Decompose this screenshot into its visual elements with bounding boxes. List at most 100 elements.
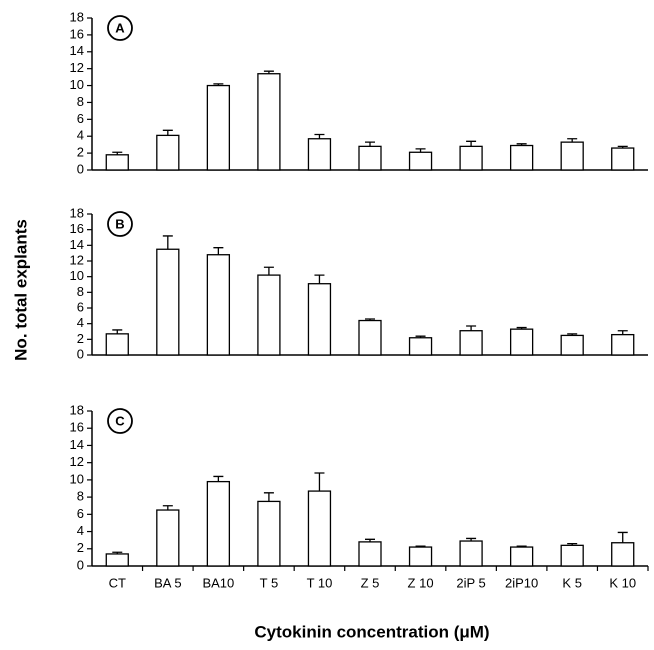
y-tick-label: 6	[77, 299, 84, 314]
panel-label: B	[115, 216, 124, 231]
bar	[509, 328, 534, 356]
x-tick-label: BA10	[202, 575, 234, 590]
y-tick-label: 12	[70, 454, 84, 469]
error-bar	[263, 266, 274, 276]
bar	[206, 254, 231, 356]
error-bar	[415, 335, 426, 338]
x-tick-label: K 5	[562, 575, 582, 590]
x-tick-label: CT	[109, 575, 126, 590]
x-tick-label: Z 5	[361, 575, 380, 590]
bar	[509, 144, 534, 171]
error-bar	[617, 531, 628, 543]
bar	[105, 553, 129, 567]
bar	[408, 546, 433, 567]
x-tick-label: Z 10	[408, 575, 434, 590]
y-tick-label: 18	[70, 402, 84, 417]
y-tick-label: 14	[70, 237, 84, 252]
bar	[105, 154, 129, 171]
bar	[105, 333, 129, 356]
bar	[611, 147, 635, 171]
error-bar	[617, 145, 628, 149]
y-tick-label: 8	[77, 94, 84, 109]
y-tick-label: 16	[70, 420, 84, 435]
bar	[560, 334, 584, 356]
error-bar	[112, 551, 123, 554]
error-bar	[213, 475, 224, 482]
error-bar	[112, 151, 123, 155]
x-tick-label: T 10	[307, 575, 333, 590]
panel-label: A	[115, 20, 125, 35]
error-bar	[466, 325, 477, 331]
y-tick-label: 12	[70, 60, 84, 75]
bar	[257, 274, 281, 356]
bar	[307, 490, 332, 567]
y-tick-label: 2	[77, 331, 84, 346]
bar	[257, 73, 281, 171]
bar	[459, 330, 483, 356]
error-bar	[162, 505, 173, 511]
y-tick-label: 6	[77, 506, 84, 521]
error-bar	[213, 83, 224, 86]
error-bar	[415, 545, 426, 548]
y-tick-label: 0	[77, 161, 84, 176]
y-tick-label: 0	[77, 346, 84, 361]
bar	[358, 319, 382, 356]
bar	[611, 333, 635, 356]
error-bar	[466, 537, 477, 542]
bar	[560, 544, 584, 567]
bar	[459, 540, 483, 567]
bar	[206, 480, 231, 567]
bar	[156, 248, 180, 356]
y-tick-label: 10	[70, 77, 84, 92]
error-bar	[567, 138, 578, 143]
error-bar	[516, 545, 527, 548]
error-bar	[263, 492, 274, 502]
y-tick-label: 10	[70, 471, 84, 486]
x-tick-label: 2iP 5	[456, 575, 485, 590]
y-tick-label: 8	[77, 489, 84, 504]
y-tick-label: 16	[70, 221, 84, 236]
bar	[206, 84, 231, 171]
y-tick-label: 18	[70, 9, 84, 24]
bar	[307, 138, 332, 171]
y-tick-label: 12	[70, 252, 84, 267]
x-axis-label: Cytokinin concentration (μM)	[254, 622, 489, 641]
error-bar	[314, 472, 325, 492]
error-bar	[466, 140, 477, 147]
error-bar	[567, 333, 578, 336]
error-bar	[365, 141, 375, 147]
bar	[156, 509, 180, 567]
y-tick-label: 6	[77, 111, 84, 126]
y-tick-label: 4	[77, 315, 84, 330]
bar	[560, 141, 584, 171]
y-tick-label: 16	[70, 26, 84, 41]
bar	[611, 542, 635, 567]
panel-label: C	[115, 413, 125, 428]
y-tick-label: 10	[70, 268, 84, 283]
error-bar	[314, 274, 325, 284]
y-tick-label: 14	[70, 43, 84, 58]
error-bar	[314, 133, 325, 139]
y-tick-label: 0	[77, 557, 84, 572]
bar	[156, 134, 180, 171]
error-bar	[365, 538, 375, 542]
x-tick-label: BA 5	[154, 575, 181, 590]
y-tick-label: 8	[77, 284, 84, 299]
x-tick-label: T 5	[260, 575, 279, 590]
error-bar	[162, 235, 173, 250]
y-tick-label: 4	[77, 523, 84, 538]
error-bar	[213, 247, 224, 255]
y-tick-label: 2	[77, 540, 84, 555]
panel-badge	[107, 408, 133, 434]
bar	[358, 145, 382, 171]
bar	[459, 145, 483, 171]
bar	[509, 546, 534, 567]
y-axis-label: No. total explants	[11, 219, 30, 361]
x-tick-label: 2iP10	[505, 575, 538, 590]
error-bar	[263, 70, 274, 74]
error-bar	[617, 330, 628, 335]
error-bar	[516, 326, 527, 330]
y-tick-label: 18	[70, 205, 84, 220]
x-tick-label: K 10	[609, 575, 636, 590]
